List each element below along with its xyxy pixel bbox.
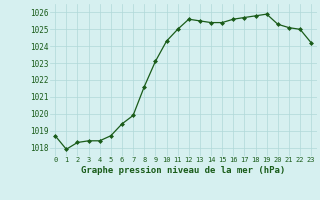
X-axis label: Graphe pression niveau de la mer (hPa): Graphe pression niveau de la mer (hPa) bbox=[81, 166, 285, 175]
